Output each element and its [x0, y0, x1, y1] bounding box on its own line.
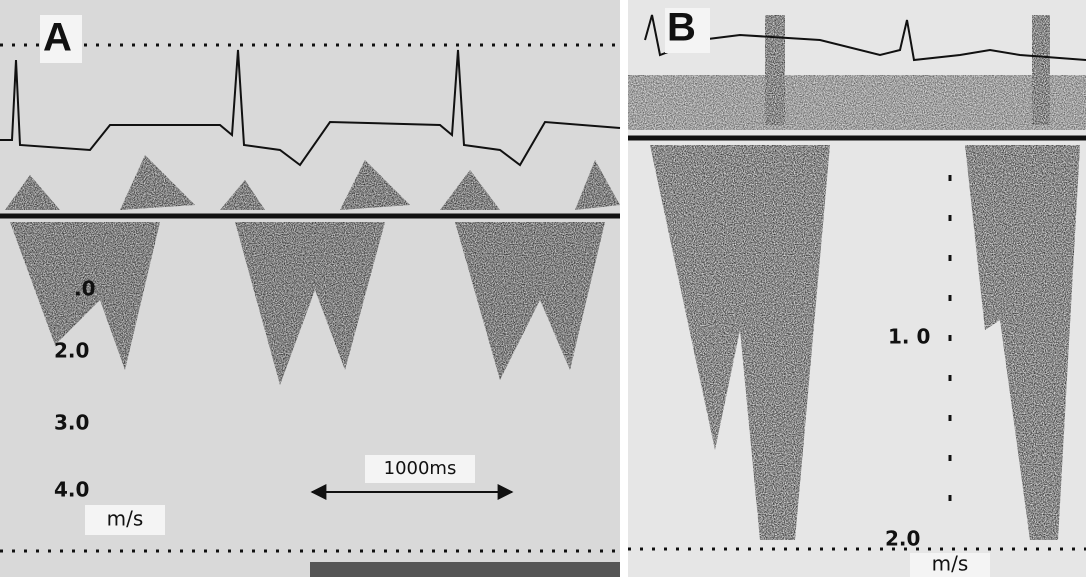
- panel-label: B: [667, 6, 696, 50]
- panel-b: B 1. 0 2.0 m/s: [628, 0, 1086, 577]
- scale-label: .0: [74, 277, 96, 301]
- scale-label: 2.0: [885, 527, 920, 551]
- scale-label: 4.0: [54, 478, 89, 502]
- label-box: [910, 553, 990, 577]
- label-box: [665, 8, 710, 53]
- panel-label: A: [43, 16, 72, 60]
- ecg-trace: [0, 49, 621, 167]
- bottom-bar: [310, 562, 620, 577]
- doppler-flow: [628, 15, 1086, 540]
- unit-label: m/s: [932, 552, 969, 576]
- scale-label: 1. 0: [888, 325, 930, 349]
- scale-label: 2.0: [54, 339, 89, 363]
- doppler-flow: [5, 155, 620, 385]
- label-box: [365, 455, 475, 483]
- interval-label: 1000ms: [384, 458, 457, 479]
- label-box: [40, 15, 82, 63]
- unit-label: m/s: [107, 507, 144, 531]
- label-box: [85, 505, 165, 535]
- scale-label: 3.0: [54, 411, 89, 435]
- panel-a: A .0 2.0 3.0 4.0 1000ms m/s: [0, 0, 621, 577]
